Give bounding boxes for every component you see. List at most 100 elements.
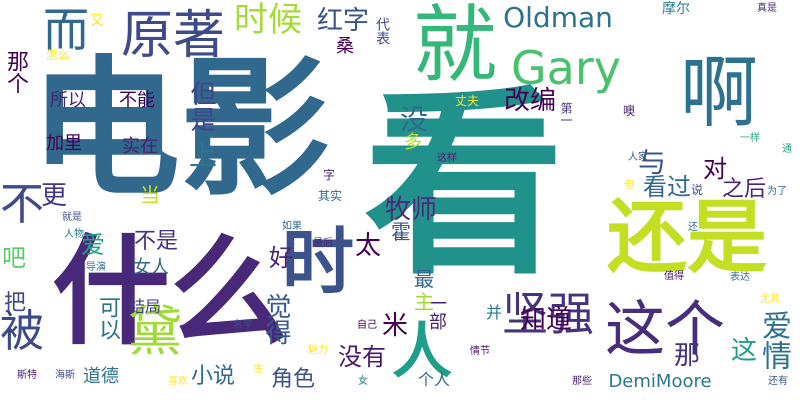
word-shizai: 实在 <box>122 136 158 157</box>
word-yuanzhu: 原著 <box>120 6 226 66</box>
word-zuihou: 最后 <box>313 238 333 249</box>
word-bing: 并 <box>485 303 503 322</box>
word-ziji: 自己 <box>357 320 377 331</box>
word-a: 啊 <box>667 51 757 129</box>
word-duo: 多 <box>404 132 422 153</box>
word-zui: 最 <box>414 267 434 291</box>
word-haiyou: 还有 <box>768 376 788 387</box>
word-diyi: 第一 <box>559 102 573 126</box>
word-zheyang: 这样 <box>437 153 457 164</box>
word-keyi: 可以 <box>95 296 120 340</box>
word-site: 斯特 <box>17 370 37 381</box>
word-daibiao: 代表 <box>374 17 390 45</box>
word-daode: 道德 <box>83 366 119 387</box>
word-moer: 摩尔 <box>662 1 690 17</box>
word-nage: 那个 <box>3 50 28 94</box>
word-qishi: 其实 <box>317 189 343 203</box>
word-you: 又 <box>90 13 104 29</box>
word-zhide: 值得 <box>664 271 684 282</box>
word-shenme: 什么 <box>51 223 289 361</box>
word-yibu: 一部 <box>426 294 447 330</box>
word-hao: 好 <box>269 244 293 272</box>
word-yiyang: 一样 <box>740 133 760 144</box>
word-zenme: 怎么 <box>45 48 71 62</box>
word-jianqiang: 坚强 <box>502 287 594 341</box>
word-biaoda: 表达 <box>730 272 750 283</box>
word-mi: 米 <box>381 311 409 341</box>
word-daoyan: 导演 <box>86 262 106 273</box>
word-shi: 时 <box>281 220 355 304</box>
word-bushi: 不是 <box>133 229 179 254</box>
word-oldman: Oldman <box>503 1 613 34</box>
word-jiu: 就 <box>412 0 498 94</box>
word-qingjie: 情节 <box>470 346 490 357</box>
word-naxie: 那些 <box>572 376 592 387</box>
word-na: 那 <box>673 341 701 371</box>
word-mingzi: 名字 <box>233 320 253 331</box>
word-yu: 与 <box>637 146 667 179</box>
word-er: 而 <box>43 3 89 57</box>
word-hai: 还 <box>688 222 698 233</box>
word-geren: 个人 <box>417 370 451 389</box>
word-ba2: 把 <box>3 291 27 316</box>
word-gaibian: 改编 <box>503 86 557 116</box>
word-kan: 看 <box>363 69 565 302</box>
word-sheng: 生 <box>251 363 262 373</box>
word-zhangfu: 丈夫 <box>454 94 480 108</box>
word-zhu: 主 <box>414 290 434 314</box>
word-gary: Gary <box>511 41 621 95</box>
word-dianying: 电影 <box>29 43 331 217</box>
word-youqi: 尤其 <box>760 294 780 305</box>
word-nv: 女 <box>358 376 368 387</box>
word-juede: 觉得 <box>261 293 291 345</box>
word-zhihou: 之后 <box>721 177 767 202</box>
word-dan: 但 <box>624 180 634 191</box>
word-shuo: 说 <box>690 183 704 197</box>
word-danshi: 但是 <box>186 80 216 132</box>
word-huo: 霍 <box>391 220 411 244</box>
word-dai: 黛 <box>128 300 182 363</box>
word-bu: 不 <box>0 179 44 230</box>
word-meiyou: 没有 <box>338 343 386 371</box>
word-geng: 更 <box>40 181 68 211</box>
word-zi: 字 <box>322 168 336 182</box>
word-jieju: 结局 <box>128 297 162 316</box>
word-jiushi: 就是 <box>62 212 82 223</box>
word-xihuan: 喜欢 <box>168 376 188 387</box>
word-zhidao: 知道 <box>519 305 573 335</box>
word-bei: 被 <box>0 306 44 357</box>
word-kanguo: 看过 <box>643 173 691 201</box>
word-tong: 通 <box>782 144 792 155</box>
word-suoyi: 所以 <box>50 90 86 111</box>
word-shang: 上 <box>188 139 218 172</box>
word-nvren: 女人 <box>133 257 169 278</box>
word-mei: 没 <box>399 103 429 136</box>
word-dui: 对 <box>703 155 727 183</box>
word-juese: 角色 <box>270 367 316 392</box>
word-demimoore: DemiMoore <box>608 371 712 392</box>
word-mushi: 牧师 <box>384 195 438 225</box>
word-zhe: 这 <box>730 336 758 366</box>
word-meili: 魅力 <box>308 345 328 356</box>
word-shihou: 时候 <box>234 0 302 40</box>
word-weile: 为了 <box>767 186 787 197</box>
word-hongzi: 红字 <box>316 6 370 36</box>
word-ba: 吧 <box>2 244 26 272</box>
word-tai: 太 <box>354 231 382 261</box>
word-aiqing: 爱情 <box>756 310 791 370</box>
word-zhege: 这个 <box>605 295 725 365</box>
word-ruguo: 如果 <box>282 221 302 232</box>
word-sang: 桑 <box>336 36 354 57</box>
word-haisi: 海斯 <box>55 370 75 381</box>
word-ai: 爱 <box>81 231 105 259</box>
word-ren: 人 <box>392 317 452 387</box>
word-o: 噢 <box>622 104 636 118</box>
word-renjia: 人家 <box>628 152 648 163</box>
word-jiali: 加里 <box>46 133 82 154</box>
word-zhenshi: 真是 <box>757 3 777 14</box>
word-dang: 当 <box>140 183 160 207</box>
word-xiaoshuo: 小说 <box>190 364 236 389</box>
word-buneng: 不能 <box>119 90 155 111</box>
word-renwu: 人物 <box>64 229 84 240</box>
